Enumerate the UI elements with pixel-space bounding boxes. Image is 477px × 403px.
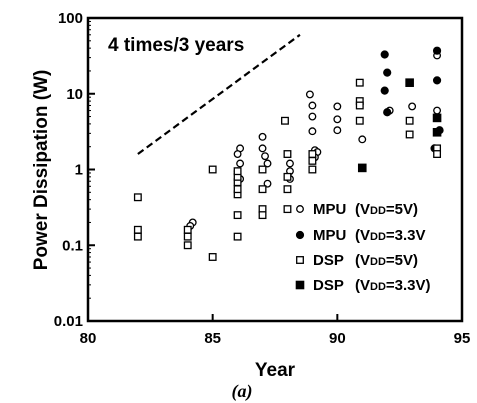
data-points [133,46,444,261]
y-axis-title: Power Dissipation (W) [31,70,52,271]
data-point-open-square [208,253,217,261]
data-point-open-square [133,225,142,234]
data-point-filled-circle [383,108,392,117]
data-point-open-circle [258,132,267,141]
legend-condition: (VDD=5V) [355,201,418,218]
data-point-open-square [355,116,364,125]
data-point-open-square [133,193,142,202]
x-tick-label: 85 [204,330,221,347]
legend-marker-open-circle [296,205,304,213]
data-point-open-square [283,150,292,158]
y-tick-label: 1 [75,162,83,179]
data-point-filled-square [432,127,442,137]
data-point-open-square [355,101,364,110]
legend-marker-filled-square [295,280,305,290]
legend-label: MPU [313,201,346,218]
data-point-open-square [283,205,292,214]
y-tick-label: 0.1 [62,237,83,254]
x-tick-label: 90 [329,330,346,347]
trend-line-group [137,33,301,155]
data-point-open-circle [233,150,242,158]
data-point-filled-square [357,163,367,173]
data-point-open-square [208,165,217,174]
data-point-filled-circle [432,76,442,85]
data-point-open-square [283,185,292,194]
data-point-open-square [183,225,192,234]
data-point-open-circle [333,115,342,124]
data-point-open-circle [305,90,314,99]
legend-label: DSP [313,252,344,269]
data-point-open-circle [333,102,342,111]
data-point-open-square [308,150,317,158]
x-tick-label: 80 [80,330,97,347]
legend-condition: (VDD=3.3V [355,227,426,244]
data-point-filled-circle [432,46,442,55]
data-point-filled-square [432,113,442,123]
data-point-open-circle [308,127,317,136]
y-tick-label: 100 [58,10,83,27]
data-point-open-square [258,165,267,174]
data-point-open-circle [263,159,272,168]
legend-marker-open-square [296,256,304,264]
data-point-filled-circle [383,68,392,77]
data-point-open-square [308,156,317,165]
trend-line [137,33,301,155]
data-point-open-square [233,232,242,241]
data-point-open-square [183,241,192,250]
data-point-open-square [133,232,142,241]
legend-marker-filled-circle [295,230,305,240]
data-point-open-square [233,167,242,176]
data-point-open-circle [261,152,269,161]
data-point-open-square [283,172,292,181]
legend-label: MPU [313,227,346,244]
y-tick-label: 0.01 [54,313,83,330]
data-point-open-circle [308,101,317,110]
data-point-open-square [281,116,289,125]
data-point-open-circle [308,112,317,121]
data-point-filled-circle [380,86,389,95]
data-point-open-circle [236,159,245,168]
data-point-open-square [405,130,414,139]
data-point-open-circle [433,106,442,115]
x-axis-title: Year [255,360,296,381]
data-point-open-circle [286,159,294,168]
data-point-open-square [308,165,317,174]
data-point-open-square [258,185,267,194]
plot-frame [86,16,464,323]
data-point-open-circle [408,102,417,111]
data-point-open-square [355,78,364,87]
x-tick-label: 95 [454,330,471,347]
data-point-open-square [405,116,414,125]
data-point-open-circle [333,126,342,135]
data-point-open-circle [258,144,267,153]
data-point-filled-circle [380,50,389,59]
legend: MPU (VDD=5V) MPU (VDD=3.3V DSP (VDD=5V) DSP (VD… [295,201,431,294]
data-point-open-square [258,211,267,220]
legend-condition: (VDD=5V) [355,252,418,269]
data-point-open-square [233,211,242,220]
data-point-open-square [233,185,242,194]
figure-caption: (a) [232,381,253,402]
legend-label: DSP [313,277,344,294]
axis-ticks: 80 85 90 95 0.01 0.1 1 10 100 [54,10,471,347]
data-point-open-square [433,150,442,158]
data-point-filled-square [405,78,414,87]
data-point-open-square [183,232,192,241]
y-tick-label: 10 [66,86,83,103]
trend-annotation: 4 times/3 years [108,35,244,56]
legend-condition: (VDD=3.3V) [355,277,431,294]
data-point-open-circle [358,135,367,144]
